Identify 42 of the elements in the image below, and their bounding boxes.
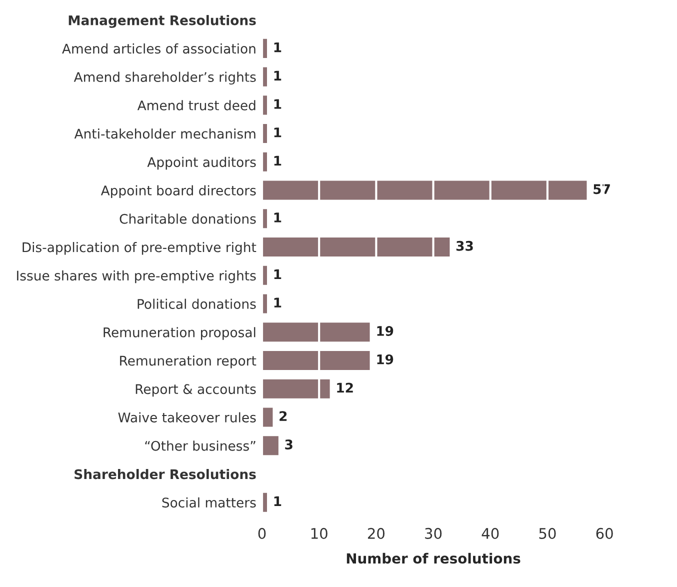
y-tick-label: Anti-takeholder mechanism	[74, 128, 256, 139]
data-label: 33	[456, 240, 473, 251]
x-tick-label: 20	[368, 528, 384, 539]
y-tick-label: Amend trust deed	[137, 100, 256, 110]
data-label: 3	[285, 439, 292, 450]
x-tick-label: 10	[311, 528, 328, 539]
x-tick-label: 0	[258, 528, 266, 539]
data-label: 19	[377, 354, 394, 364]
y-tick-label: Report & accounts	[136, 384, 256, 397]
y-tick-label: Shareholder Resolutions	[74, 468, 256, 480]
x-tick-label: 50	[539, 528, 556, 539]
data-label: 12	[337, 382, 353, 393]
x-tick-label: 30	[425, 528, 442, 539]
y-tick-label: Appoint auditors	[147, 156, 256, 170]
y-tick-label: Dis-application of pre-emptive right	[22, 242, 256, 255]
data-label: 1	[274, 212, 282, 222]
y-tick-label: Appoint board directors	[100, 185, 256, 198]
data-label: 1	[274, 128, 282, 138]
y-tick-label: Political donations	[138, 298, 256, 309]
data-label: 1	[274, 496, 282, 506]
y-tick-label: Management Resolutions	[68, 15, 256, 28]
y-tick-label: Remuneration report	[120, 356, 256, 368]
data-label: 1	[274, 156, 282, 166]
data-label: 19	[377, 326, 394, 336]
data-label: 57	[594, 184, 610, 194]
y-tick-label: “Other business”	[145, 440, 256, 451]
x-axis-title: Number of resolutions	[346, 552, 520, 564]
data-label: 1	[274, 42, 282, 52]
y-tick-label: Remuneration proposal	[104, 327, 256, 340]
x-tick-label: 60	[596, 528, 613, 539]
y-tick-label: Amend articles of association	[62, 43, 256, 54]
x-tick-label: 40	[482, 528, 499, 539]
y-tick-label: Amend shareholder’s rights	[74, 72, 256, 85]
y-tick-label: Waive takeover rules	[118, 412, 256, 422]
data-label: 1	[274, 99, 282, 109]
data-label: 1	[274, 298, 282, 308]
y-tick-label: Social matters	[162, 497, 256, 508]
data-label: 1	[274, 269, 282, 280]
y-tick-label: Charitable donations	[120, 214, 256, 224]
y-tick-label: Issue shares with pre-emptive rights	[17, 270, 256, 284]
data-label: 2	[280, 411, 287, 421]
data-label: 1	[274, 70, 282, 80]
